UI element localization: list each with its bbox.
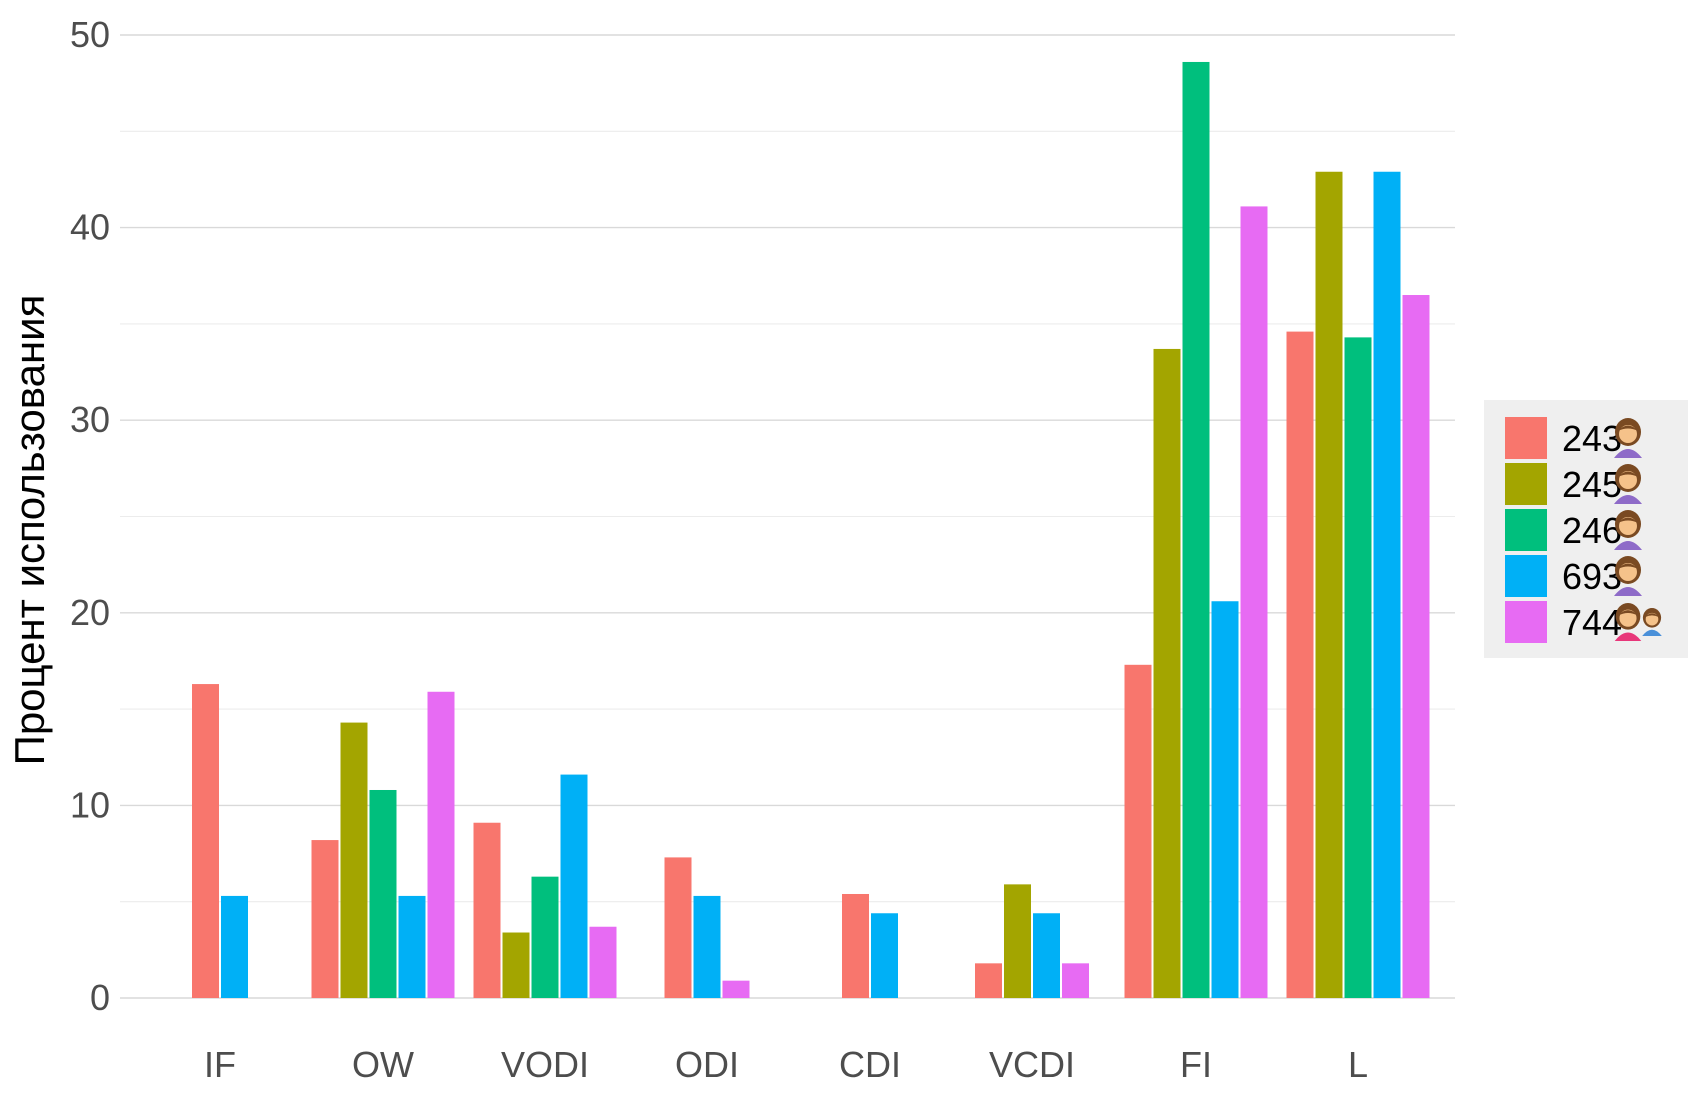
- y-tick-label: 0: [90, 977, 110, 1018]
- legend-key-246: [1505, 509, 1547, 551]
- bar-odi-744: [722, 980, 750, 998]
- legend-key-693: [1505, 555, 1547, 597]
- y-tick-label: 40: [70, 207, 110, 248]
- bar-if-243: [192, 684, 219, 998]
- x-tick-label: FI: [1180, 1044, 1212, 1085]
- bar-vcdi-245: [1004, 884, 1031, 998]
- bar-cdi-243: [842, 893, 869, 998]
- x-tick-label: IF: [204, 1044, 236, 1085]
- bar-vodi-744: [589, 926, 617, 998]
- bar-vodi-245: [502, 932, 530, 998]
- legend-label-243: 243: [1562, 418, 1622, 459]
- y-tick-labels: 0 10 20 30 40 50: [70, 14, 110, 1018]
- bar-ow-693: [398, 895, 426, 998]
- x-tick-label: VCDI: [989, 1044, 1075, 1085]
- legend-label-744: 744: [1562, 602, 1622, 643]
- legend-key-744: [1505, 601, 1547, 643]
- x-tick-label: VODI: [501, 1044, 589, 1085]
- bar-fi-693: [1211, 601, 1239, 998]
- bar-vcdi-693: [1033, 913, 1060, 998]
- y-tick-label: 10: [70, 784, 110, 825]
- y-tick-label: 30: [70, 399, 110, 440]
- x-tick-label: CDI: [839, 1044, 901, 1085]
- bar-cdi-693: [871, 913, 898, 998]
- y-tick-label: 20: [70, 592, 110, 633]
- bar-odi-243: [664, 857, 692, 998]
- bar-vodi-243: [473, 822, 501, 998]
- woman-icon: [1614, 418, 1642, 458]
- x-tick-label: ODI: [675, 1044, 739, 1085]
- bar-vcdi-744: [1062, 963, 1089, 998]
- x-tick-label: L: [1348, 1044, 1368, 1085]
- woman-icon: [1614, 556, 1642, 596]
- legend-key-245: [1505, 463, 1547, 505]
- woman-and-child-icon: [1614, 603, 1662, 641]
- bar-fi-744: [1240, 206, 1268, 998]
- bar-fi-245: [1153, 348, 1181, 998]
- bar-l-245: [1315, 171, 1343, 999]
- legend-label-246: 246: [1562, 510, 1622, 551]
- x-tick-labels: IF OW VODI ODI CDI VCDI FI L: [204, 1044, 1368, 1085]
- legend: 243 245 246 693 744: [1484, 400, 1688, 658]
- bar-vodi-246: [531, 876, 559, 998]
- legend-label-693: 693: [1562, 556, 1622, 597]
- legend-items: 243 245 246 693 744: [1505, 417, 1662, 643]
- bar-ow-246: [369, 789, 397, 998]
- bar-l-243: [1286, 331, 1314, 998]
- x-tick-label: OW: [352, 1044, 414, 1085]
- bar-l-693: [1373, 171, 1401, 999]
- bar-l-744: [1402, 295, 1430, 998]
- y-axis-title: Процент использования: [6, 295, 53, 766]
- legend-label-245: 245: [1562, 464, 1622, 505]
- bar-l-246: [1344, 337, 1372, 999]
- bar-fi-243: [1124, 664, 1152, 998]
- bar-fi-246: [1182, 61, 1210, 999]
- y-tick-label: 50: [70, 14, 110, 55]
- bar-if-693: [221, 895, 248, 998]
- legend-key-243: [1505, 417, 1547, 459]
- bar-vcdi-243: [975, 963, 1002, 998]
- bar-ow-245: [340, 722, 368, 998]
- woman-icon: [1614, 510, 1642, 550]
- bar-odi-693: [693, 895, 721, 998]
- bar-ow-243: [311, 840, 339, 998]
- woman-icon: [1614, 464, 1642, 504]
- bar-ow-744: [427, 691, 455, 998]
- bars: [192, 61, 1430, 999]
- bar-vodi-693: [560, 774, 588, 998]
